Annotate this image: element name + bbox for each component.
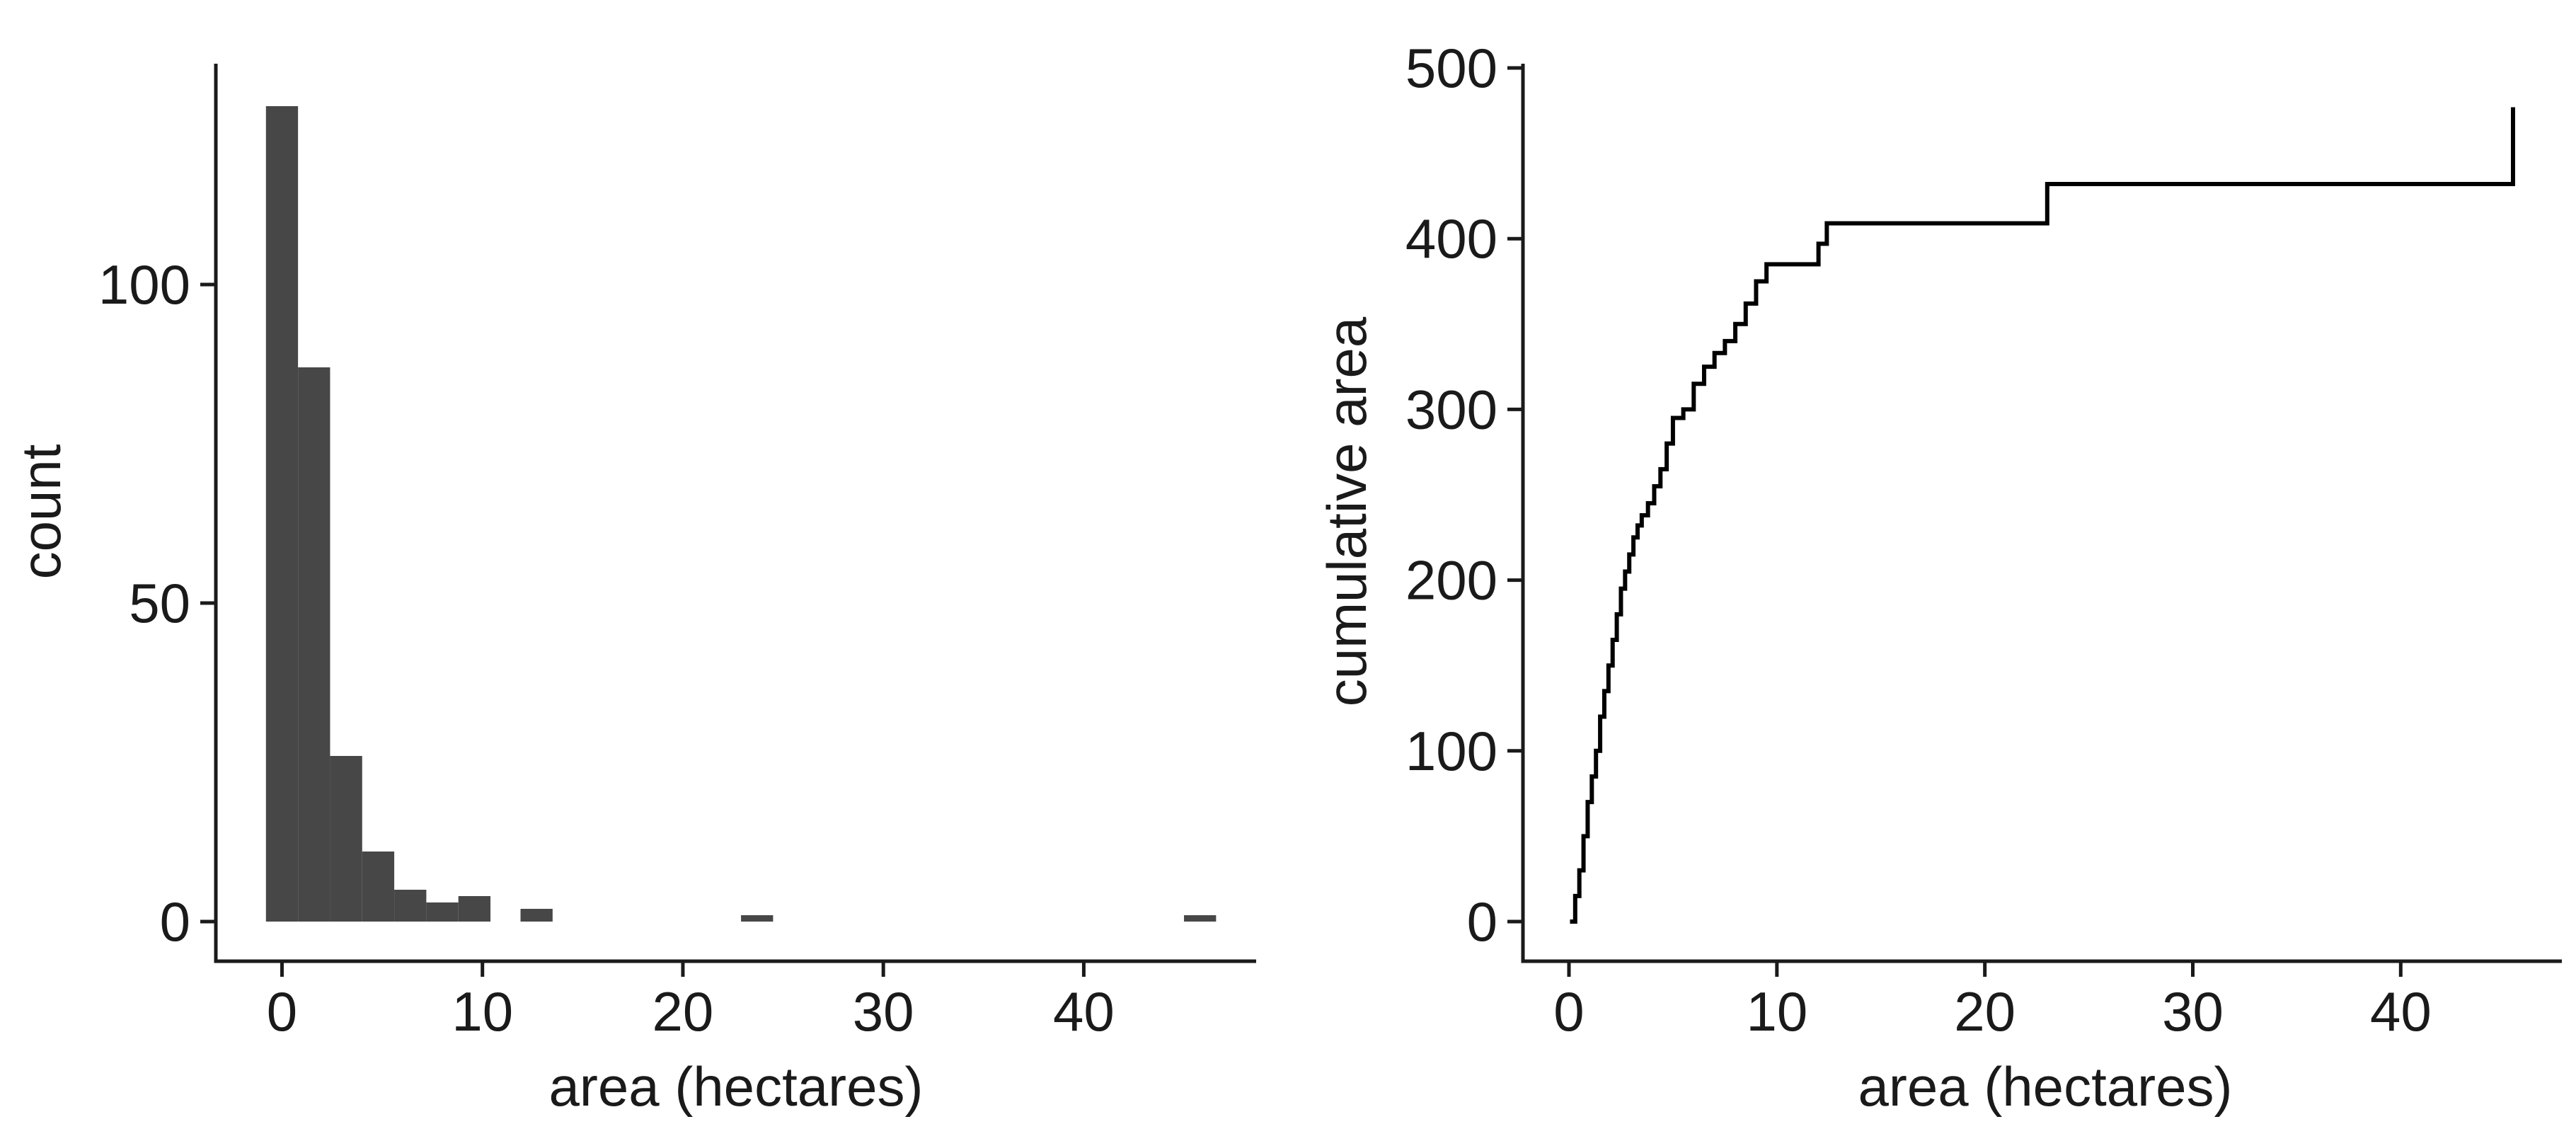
cumulative-x-axis-label: area (hectares) — [1858, 1055, 2233, 1118]
cumulative-step-path — [1570, 107, 2515, 924]
histogram-x-axis-label: area (hectares) — [549, 1055, 924, 1118]
histogram-bar — [362, 852, 395, 922]
cumulative-x-tick-label: 40 — [2370, 980, 2432, 1043]
cumulative-y-tick-label: 500 — [1405, 37, 1497, 99]
histogram-bar — [394, 890, 427, 922]
cumulative-y-tick-label: 0 — [1467, 890, 1497, 953]
histogram-bars — [265, 106, 1217, 922]
histogram-bar — [458, 896, 491, 922]
cumulative-y-tick-label: 400 — [1405, 207, 1497, 270]
histogram-y-tick-label: 50 — [129, 572, 190, 634]
cumulative-x-tick-label: 30 — [2162, 980, 2224, 1043]
histogram-y-tick-label: 100 — [98, 253, 190, 316]
histogram-bar — [520, 909, 553, 922]
histogram-x-tick-label: 0 — [267, 980, 297, 1043]
cumulative-y-axis-label: cumulative area — [1316, 316, 1378, 706]
histogram-x-tick-label: 10 — [452, 980, 513, 1043]
histogram-panel: 0 10 20 30 40 0 50 100 area (hectares) count — [10, 64, 1256, 1118]
cumulative-x-tick-label: 0 — [1553, 980, 1584, 1043]
histogram-y-axis-label: count — [10, 444, 72, 579]
histogram-y-tick-label: 0 — [160, 890, 190, 953]
histogram-x-tick-label: 20 — [652, 980, 714, 1043]
cumulative-y-tick-label: 200 — [1405, 549, 1497, 612]
cumulative-x-tick-label: 20 — [1954, 980, 2016, 1043]
histogram-bar — [265, 106, 299, 922]
cumulative-y-tick-label: 300 — [1405, 378, 1497, 440]
histogram-x-tick-label: 30 — [853, 980, 914, 1043]
histogram-bar — [1184, 915, 1217, 922]
histogram-bar — [426, 902, 459, 922]
histogram-bar — [330, 756, 362, 922]
histogram-bar — [741, 915, 774, 922]
cumulative-y-tick-label: 100 — [1405, 720, 1497, 782]
cumulative-step-line — [1570, 107, 2515, 924]
histogram-x-tick-label: 40 — [1053, 980, 1115, 1043]
cumulative-x-tick-label: 10 — [1746, 980, 1807, 1043]
histogram-bar — [298, 367, 330, 922]
histogram-axes: 0 10 20 30 40 0 50 100 — [98, 64, 1256, 1043]
